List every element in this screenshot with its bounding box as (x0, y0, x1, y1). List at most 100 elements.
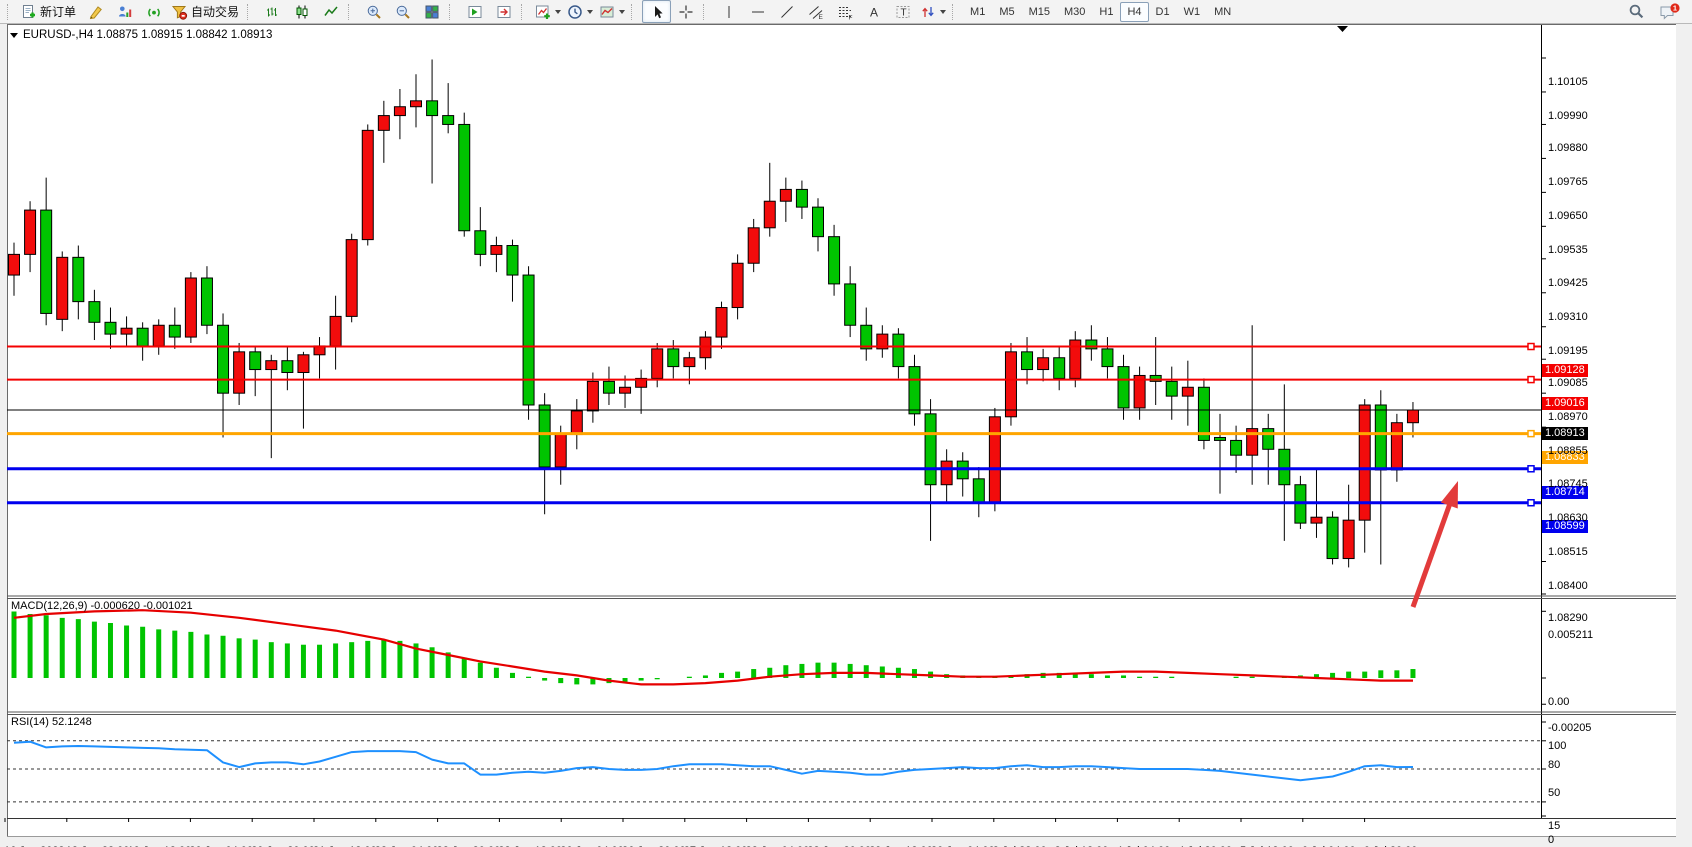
candle (828, 236, 841, 285)
symbol-dropdown-icon[interactable] (10, 32, 18, 38)
timeframe-button-m5[interactable]: M5 (999, 5, 1015, 18)
chevron-down-icon (940, 9, 947, 14)
timeframe-button-mn[interactable]: MN (1214, 5, 1232, 18)
arrow-annotation[interactable] (1410, 498, 1454, 608)
new-order-button[interactable]: 新订单 (18, 0, 81, 23)
candle (136, 327, 149, 347)
chart-shift-marker[interactable] (1337, 26, 1348, 32)
tile-windows-button[interactable] (417, 0, 446, 23)
candle (377, 115, 390, 131)
candle (602, 380, 615, 394)
template-icon (599, 4, 615, 20)
ohlc-bars-icon (265, 4, 281, 20)
templates-button[interactable] (596, 0, 628, 23)
zoom-out-button[interactable] (388, 0, 417, 23)
candle (554, 434, 567, 468)
candle (860, 324, 873, 350)
label-t-icon: T (895, 4, 911, 20)
indicators-button[interactable] (532, 0, 564, 23)
candle (24, 209, 37, 255)
timeframe-button-h4[interactable]: H4 (1120, 1, 1149, 22)
candle (892, 333, 905, 368)
candle (876, 333, 889, 350)
chart-window[interactable]: 1.09128 1.09016 1.08913 1.08833 1.08714 1.085… (0, 24, 1692, 847)
chevron-down-icon (587, 9, 594, 14)
toolbar-group-trade: 新订单 自动交易 (18, 1, 244, 23)
fibonacci-button[interactable]: F (830, 0, 859, 23)
bar-chart-button[interactable] (258, 0, 287, 23)
timeframe-button-m15[interactable]: M15 (1028, 5, 1050, 18)
funnel-icon (171, 4, 188, 20)
candle (1342, 519, 1355, 560)
navigator-button[interactable] (139, 0, 168, 23)
candle (651, 348, 664, 379)
timeframe-button-d1[interactable]: D1 (1155, 5, 1170, 18)
candle (715, 307, 728, 338)
arrows-button[interactable] (917, 0, 949, 23)
text-button[interactable]: A (859, 0, 888, 23)
fibonacci-icon: F (837, 4, 853, 20)
svg-text:F: F (848, 14, 852, 20)
candle (474, 230, 487, 255)
candle (1358, 404, 1371, 521)
crosshair-button[interactable] (671, 0, 700, 23)
candle (329, 315, 342, 347)
candle (812, 206, 824, 238)
candle (1406, 409, 1419, 424)
macd-indicator-label: MACD(12,26,9) -0.000620 -0.001021 (11, 600, 193, 612)
candle (1197, 386, 1210, 441)
notifications-button[interactable]: 1 (1655, 0, 1684, 23)
trendline-button[interactable] (772, 0, 801, 23)
text-label-button[interactable]: T (888, 0, 917, 23)
timeframe-button-h1[interactable]: H1 (1099, 5, 1114, 18)
candle (168, 324, 181, 338)
cursor-button[interactable] (642, 0, 672, 23)
rsi-indicator-label: RSI(14) 52.1248 (11, 716, 92, 728)
timeframe-button-m30[interactable]: M30 (1064, 5, 1086, 18)
tile-windows-icon (424, 4, 440, 20)
horizontal-line-button[interactable] (743, 0, 772, 23)
chart-shift-button[interactable] (489, 0, 518, 23)
horizontal-line-icon (750, 4, 766, 20)
timeframe-toolbar: M1 M5 M15 M30 H1 H4 D1 W1 MN (963, 1, 1238, 23)
periods-button[interactable] (564, 0, 596, 23)
toolbar-grip (952, 3, 958, 20)
candle (1310, 516, 1323, 524)
search-icon (1628, 3, 1645, 20)
toolbar-grip (521, 3, 527, 20)
timeframe-button-w1[interactable]: W1 (1183, 5, 1201, 18)
vertical-line-button[interactable] (714, 0, 743, 23)
new-order-label: 新订单 (40, 5, 77, 19)
candle (1165, 380, 1178, 397)
candle (1085, 339, 1098, 350)
toolbar-group-zoom (359, 1, 446, 23)
arrow-annotation-head[interactable] (1440, 481, 1458, 509)
rsi-line (13, 740, 1414, 782)
candle (88, 301, 101, 323)
auto-scroll-button[interactable] (460, 0, 489, 23)
candle (908, 366, 921, 415)
zoom-in-button[interactable] (359, 0, 388, 23)
toolbar-group-objects: E F A T (714, 1, 949, 23)
candle (1021, 351, 1034, 371)
profiles-button[interactable] (81, 0, 110, 23)
candle (1101, 348, 1114, 368)
candle (8, 253, 20, 276)
market-watch-button[interactable] (110, 0, 139, 23)
search-button[interactable] (1622, 0, 1651, 23)
price-chart-canvas[interactable] (0, 24, 1692, 847)
auto-trading-button[interactable]: 自动交易 (168, 0, 244, 23)
candle (844, 283, 857, 326)
candlestick-chart-button[interactable] (287, 0, 316, 23)
candles-icon (294, 4, 310, 20)
vertical-line-icon (722, 4, 736, 20)
add-indicator-icon (535, 4, 551, 20)
toolbar-grip (449, 3, 455, 20)
candle (940, 460, 953, 486)
candle (667, 348, 680, 368)
timeframe-button-m1[interactable]: M1 (970, 5, 986, 18)
channel-button[interactable]: E (801, 0, 830, 23)
line-chart-icon (323, 4, 339, 20)
line-chart-button[interactable] (316, 0, 345, 23)
